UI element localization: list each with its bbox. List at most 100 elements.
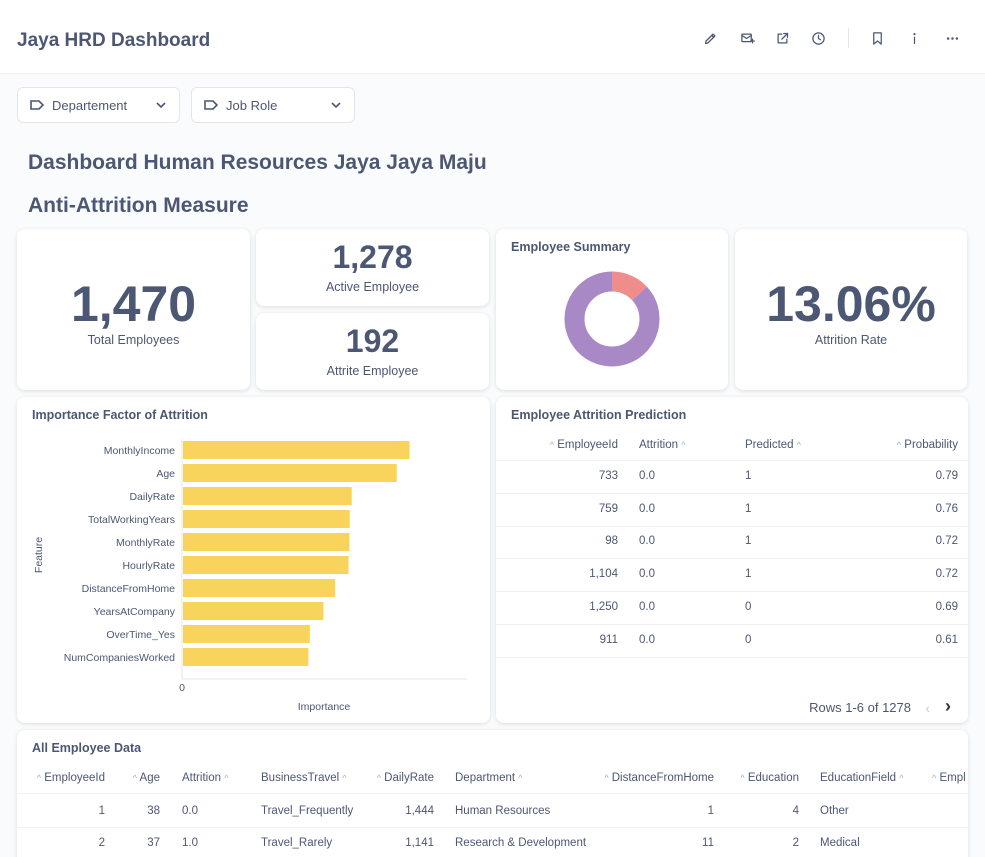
bar-numcompaniesworked[interactable] <box>183 648 309 666</box>
donut-slice-attrite[interactable] <box>564 271 660 367</box>
total-employees-label: Total Employees <box>87 333 180 347</box>
column-header-dailyrate[interactable]: ^ DailyRate <box>376 772 434 784</box>
all-employee-data-card: All Employee Data ^ EmployeeId ^ Age Att… <box>17 730 968 857</box>
previous-page-icon[interactable]: ‹ <box>925 700 930 716</box>
y-tick-label: YearsAtCompany <box>94 606 176 618</box>
table-cell: 0.0 <box>639 470 655 482</box>
table-cell: 0.0 <box>639 535 655 548</box>
next-page-icon[interactable]: › <box>945 696 951 716</box>
row-divider <box>17 827 968 828</box>
table-cell: 2 <box>98 837 105 849</box>
table-cell: 0.0 <box>639 502 655 515</box>
attrite-employee-label: Attrite Employee <box>326 364 419 378</box>
more-icon[interactable] <box>942 28 962 48</box>
row-divider <box>496 525 968 527</box>
table-cell: Travel_Frequently <box>261 805 354 817</box>
table-cell: 0.69 <box>935 600 958 613</box>
y-axis-label: Feature <box>33 537 45 573</box>
column-header-employeeid[interactable]: ^ EmployeeId <box>36 772 105 784</box>
dashboard-header: Jaya HRD Dashboard <box>0 0 985 74</box>
table-cell: 911 <box>599 633 618 646</box>
bar-hourlyrate[interactable] <box>183 556 349 574</box>
table-cell: 1 <box>745 470 752 482</box>
bar-overtime_yes[interactable] <box>183 625 310 643</box>
table-cell: 1 <box>745 502 752 515</box>
bar-yearsatcompany[interactable] <box>183 602 324 620</box>
column-header-distancefromhome[interactable]: ^ DistanceFromHome <box>604 772 714 784</box>
table-cell: 0 <box>745 600 752 613</box>
table-cell: Travel_Rarely <box>261 837 333 849</box>
table-cell: 1,444 <box>405 805 434 817</box>
header-divider <box>848 28 849 48</box>
table-cell: Medical <box>820 837 860 849</box>
y-tick-label: OverTime_Yes <box>106 629 175 641</box>
active-employee-label: Active Employee <box>325 280 420 294</box>
column-header-attrition[interactable]: Attrition ^ <box>639 439 686 451</box>
employee-summary-card: Employee Summary <box>496 229 728 390</box>
attrite-employee-card: 192 Attrite Employee <box>256 313 489 390</box>
chevron-down-icon <box>330 99 342 111</box>
y-tick-label: Age <box>156 468 175 480</box>
attrition-rate-label: Attrition Rate <box>814 333 888 347</box>
prediction-table-title: Employee Attrition Prediction <box>511 408 687 422</box>
share-icon[interactable] <box>772 28 792 48</box>
bar-dailyrate[interactable] <box>183 487 352 505</box>
y-tick-label: MonthlyIncome <box>104 445 175 457</box>
column-header-probability[interactable]: ^ Probability <box>896 439 958 451</box>
job-role-filter-label: Job Role <box>226 97 278 113</box>
table-cell: 759 <box>598 502 618 515</box>
row-divider <box>496 623 968 625</box>
bar-monthlyrate[interactable] <box>183 533 350 551</box>
table-cell: 0.72 <box>935 535 958 548</box>
column-header-educationfield[interactable]: EducationField ^ <box>820 772 904 784</box>
table-cell: Research & Development <box>455 837 587 849</box>
job-role-filter[interactable]: Job Role <box>191 87 355 123</box>
column-header-age[interactable]: ^ Age <box>132 772 160 784</box>
table-cell: 733 <box>598 470 618 482</box>
bookmark-icon[interactable] <box>867 28 887 48</box>
header-divider <box>17 793 968 794</box>
table-cell: 0.0 <box>182 805 198 817</box>
pencil-icon[interactable] <box>700 28 720 48</box>
table-cell: 1 <box>745 535 752 548</box>
table-cell: 0 <box>745 633 752 646</box>
x-axis-label: Importance <box>298 701 351 713</box>
departement-filter[interactable]: Departement <box>17 87 180 123</box>
prediction-table-card: Employee Attrition Prediction ^ Employee… <box>496 397 968 723</box>
dashboard-heading: Dashboard Human Resources Jaya Jaya Maju <box>28 151 487 174</box>
column-header-predicted[interactable]: Predicted ^ <box>745 439 802 451</box>
total-employees-card: 1,470 Total Employees <box>17 229 250 390</box>
subscription-icon[interactable] <box>737 28 757 48</box>
column-header-department[interactable]: Department ^ <box>455 772 523 784</box>
table-cell: 1 <box>745 568 752 581</box>
table-cell: 0.0 <box>639 633 655 646</box>
column-header-employeeid[interactable]: ^ EmployeeId <box>549 439 618 451</box>
table-cell: 1 <box>707 805 714 817</box>
column-header-attrition[interactable]: Attrition ^ <box>182 772 229 784</box>
row-divider <box>496 591 968 593</box>
table-cell: Other <box>820 805 849 817</box>
attrition-rate-value: 13.06% <box>766 276 936 332</box>
importance-chart-title: Importance Factor of Attrition <box>32 408 208 422</box>
importance-chart-card: Importance Factor of Attrition 0 Importa… <box>17 397 490 723</box>
total-employees-value: 1,470 <box>70 276 197 332</box>
row-divider <box>496 493 968 494</box>
table-cell: 38 <box>147 805 160 817</box>
header-divider <box>496 460 968 461</box>
bar-monthlyincome[interactable] <box>183 441 410 459</box>
table-cell: 4 <box>792 805 799 817</box>
column-header-employee-truncated[interactable]: ^ Empl <box>932 772 966 784</box>
column-header-businesstravel[interactable]: BusinessTravel ^ <box>261 772 347 784</box>
attrite-employee-value: 192 <box>345 323 400 359</box>
bar-age[interactable] <box>183 464 397 482</box>
bar-distancefromhome[interactable] <box>183 579 336 597</box>
info-icon[interactable] <box>904 28 924 48</box>
history-icon[interactable] <box>808 28 828 48</box>
y-tick-label: DistanceFromHome <box>82 583 176 595</box>
departement-filter-label: Departement <box>52 97 128 113</box>
bar-totalworkingyears[interactable] <box>183 510 350 528</box>
table-cell: 1,104 <box>589 568 618 581</box>
column-header-education[interactable]: ^ Education <box>740 772 799 784</box>
importance-bar-chart: 0 Importance Feature MonthlyIncome Age Dai… <box>33 439 467 713</box>
table-cell: 0.72 <box>935 568 958 581</box>
